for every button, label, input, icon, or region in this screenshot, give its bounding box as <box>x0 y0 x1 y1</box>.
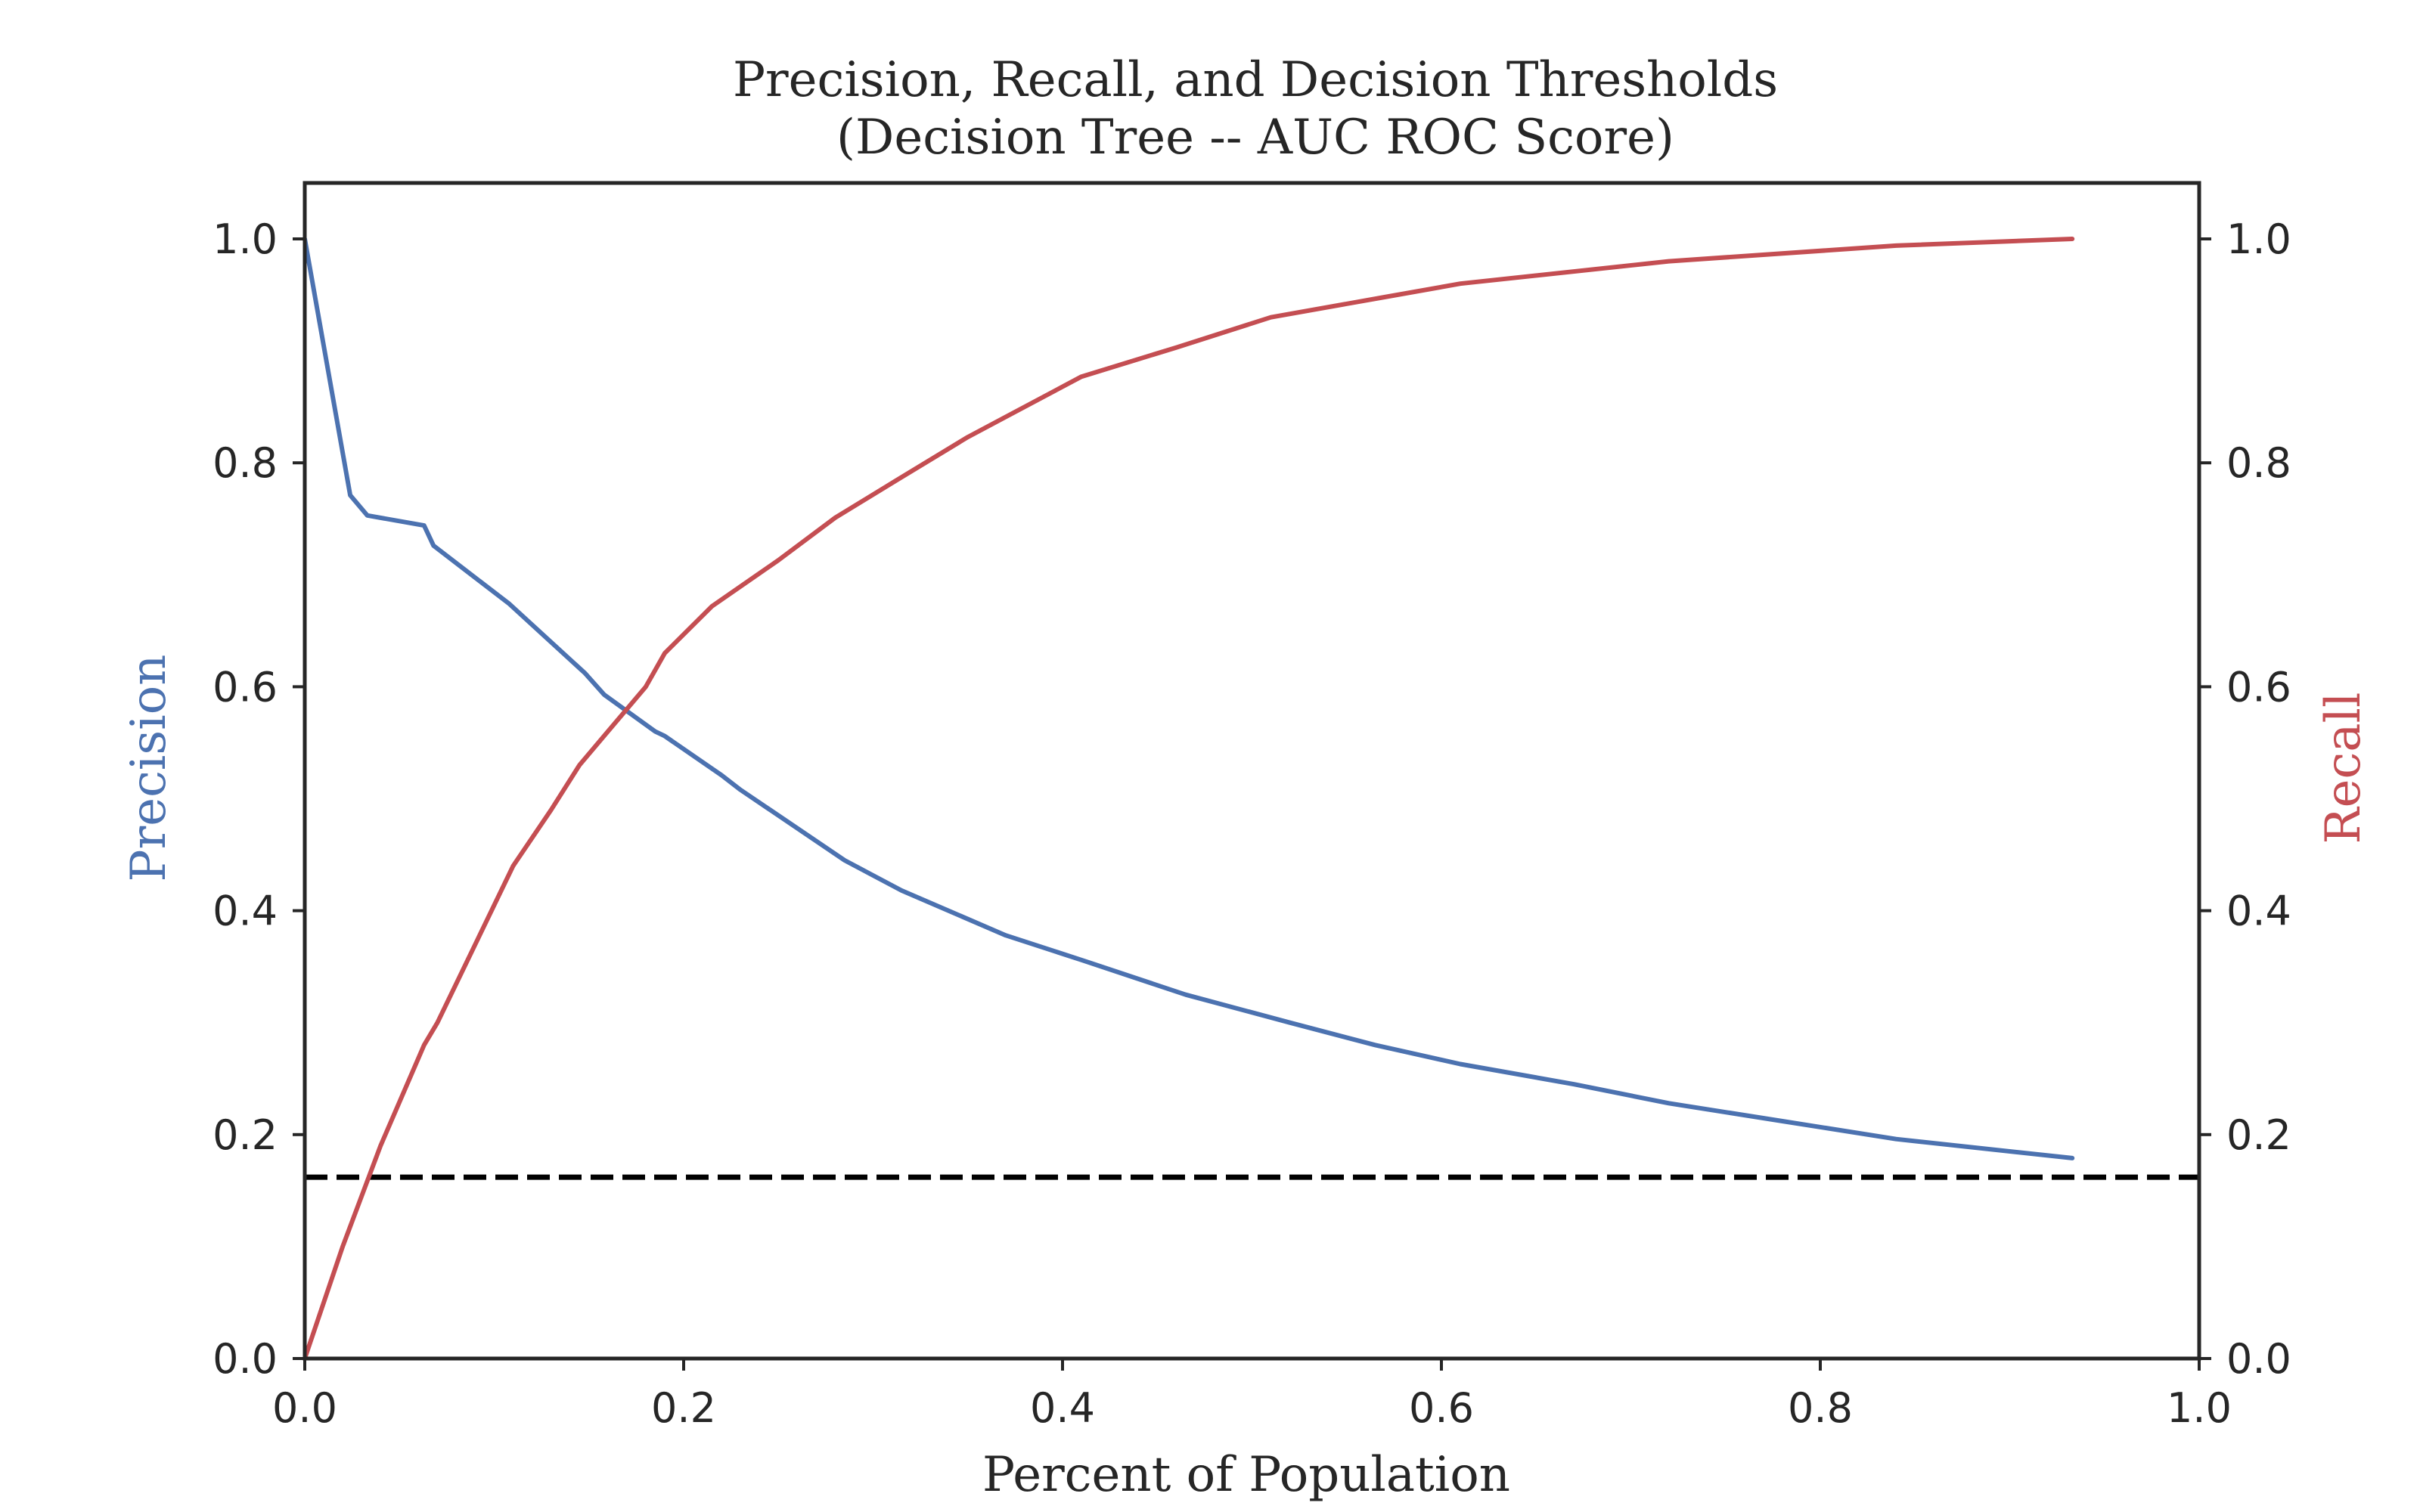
y-left-tick-label: 1.0 <box>213 215 278 263</box>
y-left-tick-label: 0.6 <box>213 663 278 711</box>
recall-line <box>302 237 2075 1361</box>
y-axis-left-label: Precision <box>121 655 177 882</box>
x-axis-label: Percent of Population <box>982 1447 1510 1503</box>
y-right-tick-label: 0.0 <box>2226 1335 2291 1383</box>
y-left-tick-label: 0.4 <box>213 888 278 935</box>
y-right-tick-label: 1.0 <box>2226 215 2291 263</box>
y-right-tick-label: 0.4 <box>2226 888 2291 935</box>
y-left-tick-label: 0.0 <box>213 1335 278 1383</box>
x-tick-label: 0.6 <box>1409 1384 1474 1432</box>
plot-frame <box>302 181 2201 1361</box>
x-tick-label: 1.0 <box>2167 1384 2232 1432</box>
y-left-tick-label: 0.8 <box>213 439 278 487</box>
y-right-tick-label: 0.2 <box>2226 1111 2291 1159</box>
x-tick-label: 0.8 <box>1788 1384 1853 1432</box>
x-tick-label: 0.2 <box>651 1384 716 1432</box>
x-tick-label: 0.0 <box>272 1384 337 1432</box>
y-right-tick-label: 0.6 <box>2226 663 2291 711</box>
y-left-tick-label: 0.2 <box>213 1111 278 1159</box>
plot-area: 0.0 0.2 0.4 0.6 0.8 1.00.0 0.00.2 0.20.4 0.40.6 0… <box>213 181 2291 1432</box>
y-axis-right-label: Recall <box>2316 692 2372 844</box>
y-right-tick-label: 0.8 <box>2226 439 2291 487</box>
chart-subtitle: (Decision Tree -- AUC ROC Score) <box>836 110 1674 166</box>
chart-title: Precision, Recall, and Decision Threshol… <box>733 52 1778 108</box>
x-tick-label: 0.4 <box>1030 1384 1095 1432</box>
precision-line <box>302 237 2075 1160</box>
